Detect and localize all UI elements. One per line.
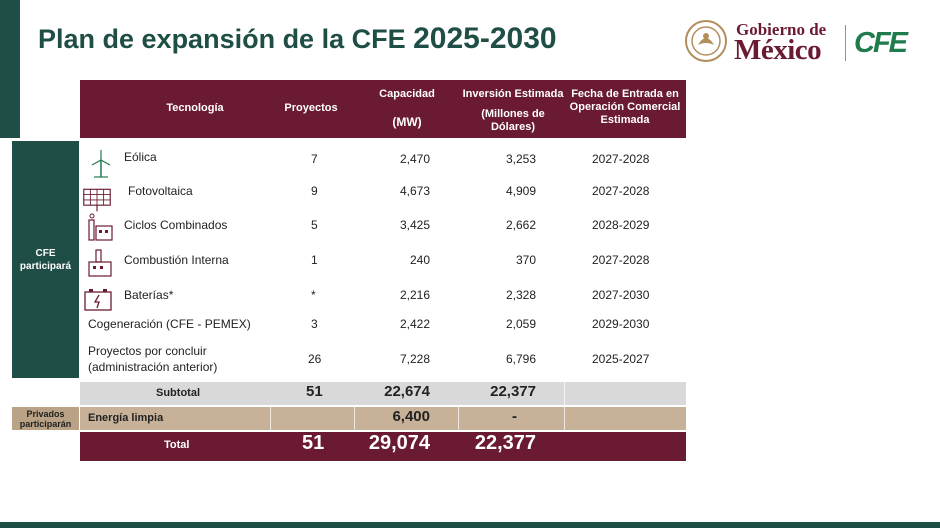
column-divider — [354, 407, 355, 430]
cell-tecnologia: Combustión Interna — [124, 253, 229, 267]
cell-proyectos: 5 — [311, 218, 318, 232]
energia-limpia-row: Energía limpia 6,400 - — [80, 407, 686, 430]
subtotal-proyectos: 51 — [306, 383, 323, 400]
cell-tecnologia: Fotovoltaica — [128, 184, 193, 198]
cell-capacidad: 7,228 — [399, 352, 430, 366]
title-main: Plan de expansión de la CFE — [38, 24, 406, 54]
table-row: Proyectos por concluir (administración a… — [80, 342, 686, 380]
cell-proyectos: 9 — [311, 184, 318, 198]
cell-inversion: 6,796 — [505, 352, 536, 366]
title-years: 2025-2030 — [413, 22, 557, 55]
total-proyectos: 51 — [302, 432, 325, 454]
header-inversion-unit: (Millones de Dólares) — [481, 108, 545, 133]
header-inversion: Inversión Estimada — [462, 88, 564, 100]
cell-tecnologia: Baterías* — [124, 288, 174, 302]
header-capacidad-unit: (MW) — [392, 115, 422, 129]
subtotal-inversion: 22,377 — [490, 383, 536, 400]
energia-limpia-inversion: - — [512, 408, 517, 425]
group-label-cfe: CFE participará — [12, 141, 79, 378]
table-row: Cogeneración (CFE - PEMEX) 3 2,422 2,059… — [80, 312, 686, 342]
table-body: Eólica 7 2,470 3,253 2027-2028 Fotovolta… — [80, 138, 686, 381]
subtotal-capacidad: 22,674 — [384, 383, 430, 400]
cell-proyectos: 7 — [311, 152, 318, 166]
cell-capacidad: 3,425 — [399, 218, 430, 232]
column-divider — [564, 382, 565, 405]
cell-tecnologia: Eólica — [124, 150, 157, 164]
table-row: Ciclos Combinados 5 3,425 2,662 2028-202… — [80, 210, 686, 244]
cell-tecnologia: Ciclos Combinados — [124, 218, 228, 232]
header-tecnologia: Tecnología — [166, 102, 224, 114]
table-row: Combustión Interna 1 240 370 2027-2028 — [80, 244, 686, 278]
total-row: Total 51 29,074 22,377 — [80, 432, 686, 461]
total-capacidad: 29,074 — [368, 432, 430, 454]
cell-inversion: 2,662 — [505, 218, 536, 232]
cell-fecha: 2027-2030 — [592, 288, 650, 302]
logo-separator — [845, 25, 846, 61]
cell-inversion: 370 — [515, 253, 536, 267]
mexico-text: México — [734, 34, 822, 66]
battery-icon — [84, 289, 112, 311]
cell-capacidad: 4,673 — [399, 184, 430, 198]
group-label-privados: Privados participarán — [12, 407, 79, 430]
cell-proyectos: * — [311, 288, 316, 302]
cell-fecha: 2025-2027 — [592, 352, 650, 366]
cell-capacidad: 2,422 — [399, 317, 430, 331]
gobierno-mexico-logo: Gobierno de México CFE — [684, 17, 924, 67]
cfe-logo: CFE — [854, 27, 908, 59]
cell-capacidad: 2,216 — [399, 288, 430, 302]
cell-capacidad: 240 — [409, 253, 430, 267]
power-plant-icon — [88, 213, 113, 241]
column-divider — [270, 407, 271, 430]
cell-fecha: 2028-2029 — [592, 218, 650, 232]
total-inversion: 22,377 — [474, 432, 536, 454]
cell-proyectos: 3 — [311, 317, 318, 331]
page-title: Plan de expansión de la CFE 2025-2030 — [38, 22, 557, 56]
cell-inversion: 3,253 — [505, 152, 536, 166]
engine-plant-icon — [88, 249, 112, 277]
table-row: Eólica 7 2,470 3,253 2027-2028 — [80, 142, 686, 178]
cell-inversion: 2,328 — [505, 288, 536, 302]
header-proyectos: Proyectos — [284, 102, 338, 114]
total-label: Total — [164, 439, 190, 451]
energia-limpia-label: Energía limpia — [88, 412, 164, 424]
cell-capacidad: 2,470 — [399, 152, 430, 166]
cell-tecnologia-line2: (administración anterior) — [88, 360, 218, 374]
cell-inversion: 4,909 — [505, 184, 536, 198]
header-capacidad: Capacidad — [379, 88, 435, 100]
subtotal-row: Subtotal 51 22,674 22,377 — [80, 382, 686, 405]
column-divider — [458, 407, 459, 430]
header-fecha: Fecha de Entrada en Operación Comercial … — [569, 88, 681, 126]
column-divider — [564, 407, 565, 430]
energia-limpia-capacidad: 6,400 — [392, 408, 430, 425]
cell-fecha: 2027-2028 — [592, 253, 650, 267]
cell-proyectos: 1 — [311, 253, 318, 267]
cell-proyectos: 26 — [308, 352, 322, 366]
wind-turbine-icon — [91, 150, 111, 178]
table-header: Tecnología Proyectos Capacidad (MW) Inve… — [80, 80, 686, 138]
solar-panel-icon — [83, 188, 111, 212]
left-accent-bar — [0, 0, 20, 138]
gobierno-de-text: Gobierno de — [736, 20, 827, 39]
cell-fecha: 2029-2030 — [592, 317, 650, 331]
cell-fecha: 2027-2028 — [592, 152, 650, 166]
table-row: Fotovoltaica 9 4,673 4,909 2027-2028 — [80, 176, 686, 212]
cell-tecnologia: Cogeneración (CFE - PEMEX) — [88, 317, 251, 331]
national-seal-icon — [685, 20, 727, 62]
subtotal-label: Subtotal — [156, 387, 200, 399]
cell-fecha: 2027-2028 — [592, 184, 650, 198]
cell-inversion: 2,059 — [505, 317, 536, 331]
cell-tecnologia-line1: Proyectos por concluir — [88, 344, 207, 358]
table-row: Baterías* * 2,216 2,328 2027-2030 — [80, 278, 686, 312]
bottom-accent-bar — [0, 522, 940, 528]
